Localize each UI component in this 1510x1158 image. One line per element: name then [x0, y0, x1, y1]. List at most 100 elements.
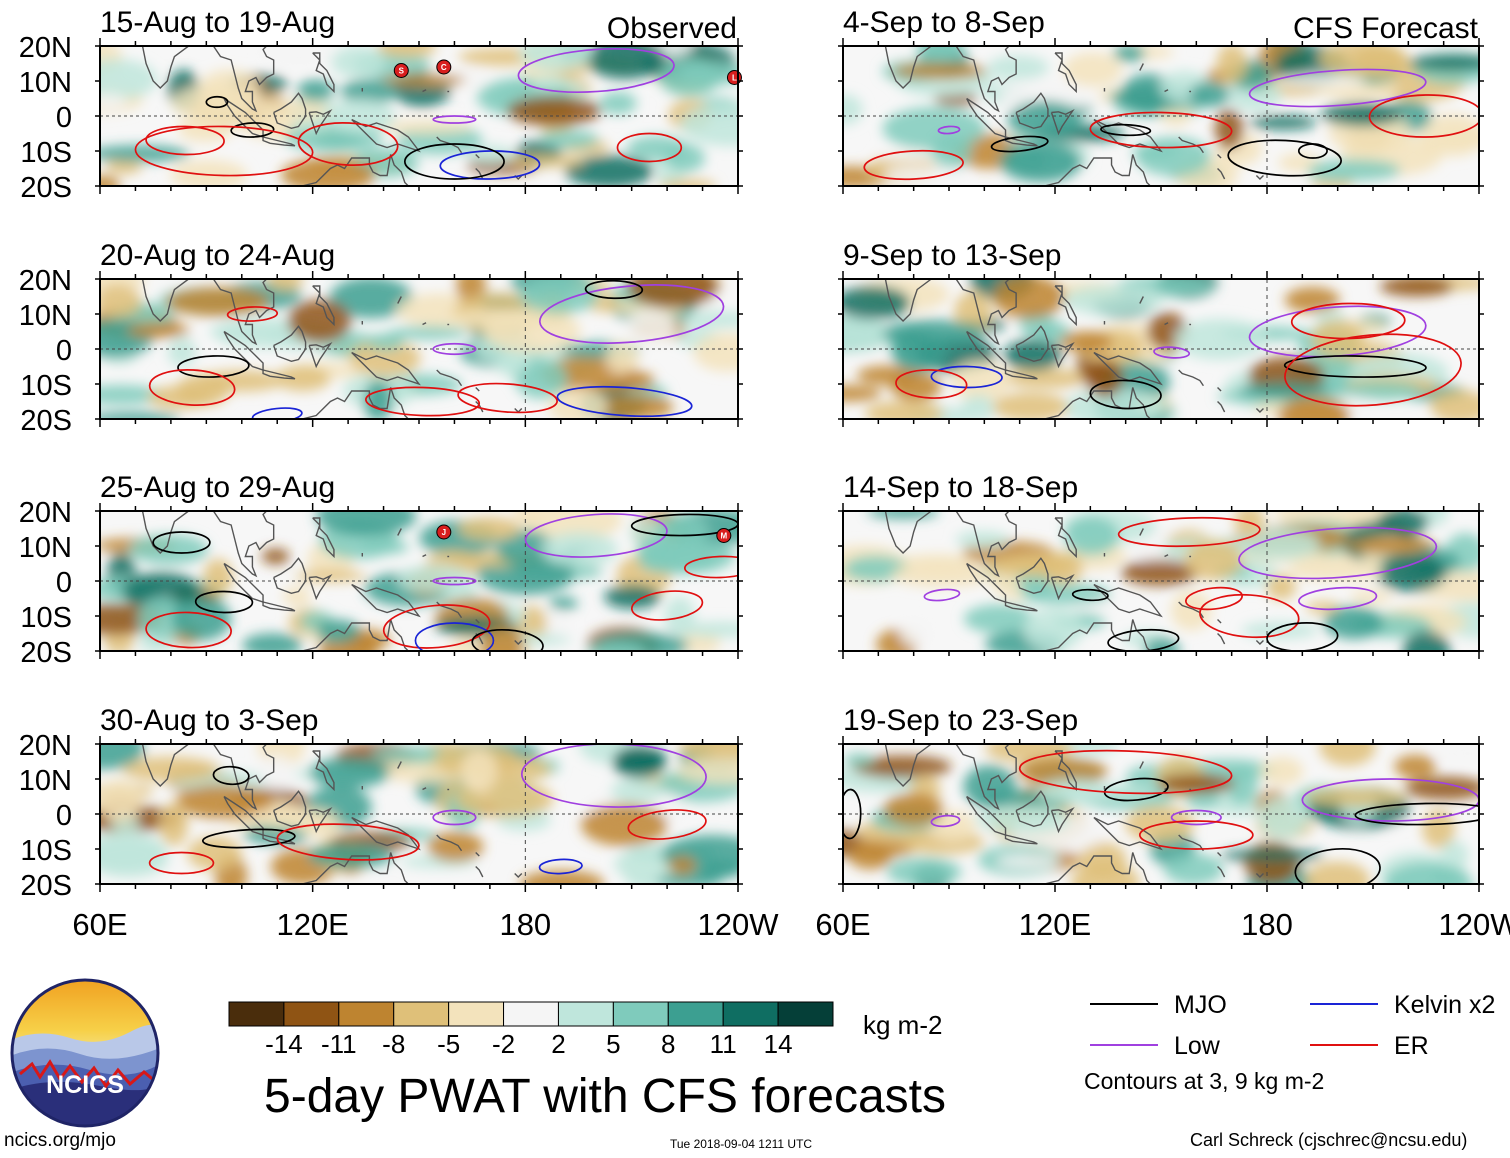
coastlines — [884, 279, 1264, 419]
colorbar-tick-label: -11 — [321, 1029, 357, 1059]
anomaly-cell — [309, 757, 390, 788]
coastline — [1054, 285, 1077, 327]
anomaly-cell — [995, 853, 1060, 869]
coastline — [308, 341, 333, 369]
coastline — [299, 852, 410, 884]
anomaly-cell — [679, 744, 738, 762]
anomaly-cell — [1184, 539, 1243, 581]
coastline — [262, 136, 296, 147]
anomaly-cell — [165, 287, 270, 317]
anomaly-cell — [890, 371, 942, 402]
lat-tick-label: 10S — [20, 835, 72, 867]
coastline — [212, 511, 275, 578]
storm-letter: J — [442, 528, 446, 537]
anomaly-cell — [843, 385, 882, 402]
anomaly-cell — [460, 748, 498, 792]
colorbar-swatch — [612, 1001, 669, 1027]
colorbar-tick-label: 14 — [764, 1029, 793, 1059]
contour-line — [205, 95, 229, 109]
anomaly-cell — [260, 46, 337, 68]
coastline — [312, 750, 335, 792]
site-url[interactable]: ncics.org/mjo — [4, 1130, 116, 1151]
contour-line — [1071, 588, 1109, 602]
anomaly-cell — [1225, 766, 1258, 805]
colorbar-swatch — [338, 1001, 395, 1027]
anomaly-cell — [208, 324, 270, 338]
coastline — [1042, 619, 1152, 651]
contour-line — [148, 851, 215, 875]
coastline — [1042, 387, 1152, 419]
anomaly-cell — [467, 144, 515, 165]
contour-line — [684, 555, 738, 579]
wave-contours — [923, 516, 1438, 651]
lat-tick-label: 0 — [56, 567, 72, 599]
coastline — [351, 583, 421, 618]
anomaly-cell — [1003, 339, 1062, 371]
anomaly-cell — [1163, 853, 1224, 884]
coastline — [884, 744, 957, 787]
contour-line — [990, 135, 1049, 153]
coastline — [422, 322, 427, 326]
anomaly-cell — [891, 331, 947, 372]
anomaly-cell — [367, 333, 404, 351]
contour-line — [1089, 379, 1162, 410]
anomaly-cell — [100, 175, 121, 186]
anomaly-cell — [843, 314, 890, 350]
coastline — [1217, 401, 1226, 413]
anomaly-cell — [530, 76, 566, 91]
map-panel: S C L 15-Aug to 19-Aug Observed — [95, 6, 743, 194]
coastline — [1050, 806, 1075, 834]
anomaly-cell — [975, 804, 1070, 834]
contour-line — [230, 122, 275, 138]
anomaly-cell — [100, 779, 143, 822]
coastline — [884, 511, 957, 554]
coastline — [475, 866, 484, 878]
anomaly-cell — [681, 621, 738, 638]
contour-line — [1100, 123, 1152, 137]
anomaly-cell — [627, 279, 719, 309]
coastline — [1178, 834, 1204, 852]
coastline — [884, 46, 957, 89]
contour-line — [1248, 68, 1427, 108]
coastline — [1004, 369, 1038, 380]
contour-line — [194, 590, 254, 614]
anomaly-cell — [1170, 590, 1212, 631]
anomaly-cell — [242, 633, 303, 651]
contours-note: Contours at 3, 9 kg m-2 — [1084, 1068, 1324, 1094]
anomaly-cell — [506, 95, 602, 126]
map-panel: J M 25-Aug to 29-Aug — [95, 471, 743, 659]
pwat-anomaly-field — [100, 744, 738, 884]
contour-line — [1283, 355, 1427, 378]
coastline — [475, 387, 480, 392]
anomaly-cell — [955, 530, 1010, 549]
anomaly-cell — [388, 326, 469, 340]
anomaly-cell — [1260, 756, 1304, 786]
wave-contours — [863, 68, 1479, 181]
colorbar-tick-label: -14 — [265, 1029, 303, 1059]
anomaly-cell — [693, 332, 738, 372]
coastline — [1164, 554, 1169, 558]
anomaly-cell — [1323, 606, 1384, 640]
lat-tick-label: 20S — [20, 172, 72, 204]
coastline — [273, 790, 307, 827]
anomaly-cell — [892, 62, 987, 80]
coastlines — [884, 46, 1264, 186]
anomaly-cell — [427, 831, 484, 862]
anomaly-cell — [1305, 601, 1341, 614]
coastline — [1004, 136, 1038, 147]
contour-line — [177, 355, 250, 378]
coastline — [884, 279, 957, 322]
panel-title: 25-Aug to 29-Aug — [100, 471, 335, 504]
contour-line — [1354, 802, 1479, 826]
coastline — [1050, 573, 1075, 601]
panel-title: 19-Sep to 23-Sep — [843, 704, 1078, 737]
anomaly-cell — [954, 291, 992, 332]
anomaly-cell — [1120, 559, 1200, 586]
contour-line — [843, 788, 862, 840]
anomaly-cell — [585, 46, 665, 80]
anomaly-cell — [100, 831, 167, 872]
contour-line — [212, 765, 250, 786]
storm-letter: L — [732, 74, 737, 83]
colorbar-swatch — [393, 1001, 450, 1027]
coastline — [1004, 834, 1038, 845]
